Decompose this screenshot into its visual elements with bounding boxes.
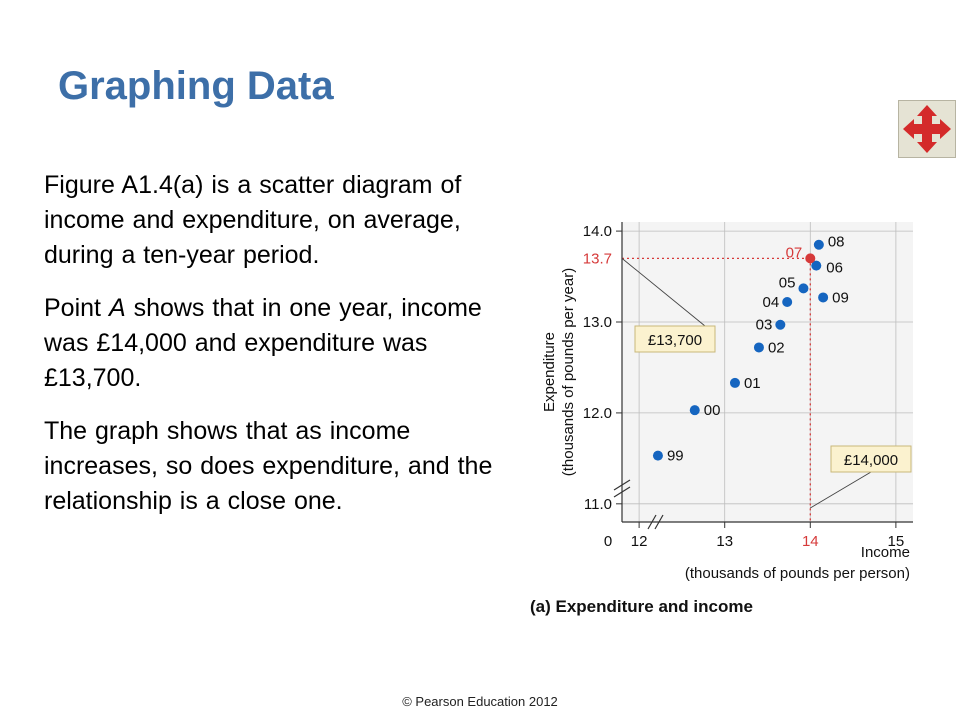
point-label-05: 05 — [779, 274, 796, 291]
callout-14000-leader — [810, 471, 872, 509]
y-axis-break-mark-2 — [613, 486, 631, 498]
point-label-09: 09 — [832, 289, 849, 306]
point-label-02: 02 — [768, 339, 785, 356]
point-a-label: A — [108, 294, 126, 322]
tick-labels: 11.0 12.0 13.0 14.0 12 13 14 15 0 13.7 — [583, 223, 904, 550]
point-label-03: 03 — [756, 317, 773, 334]
data-point-99 — [652, 450, 663, 461]
y-axis-break-mark-1 — [613, 479, 631, 491]
data-point-09 — [818, 292, 829, 303]
callout-13700-leader — [621, 258, 706, 327]
point-label-06: 06 — [826, 260, 843, 277]
callout-13700: £13,700 — [634, 325, 716, 353]
plot-area — [622, 222, 913, 522]
y-tick-label: 11.0 — [584, 496, 612, 513]
callout-13700-box — [634, 325, 716, 353]
data-point-04 — [782, 297, 793, 307]
callout-14000: £14,000 — [830, 445, 912, 473]
y-axis-title: Expenditure (thousands of pounds per yea… — [541, 268, 577, 476]
axes — [613, 222, 913, 530]
paragraph-point-a-start: Point — [44, 294, 109, 322]
data-point-08 — [813, 239, 824, 250]
point-label-00: 00 — [704, 402, 721, 419]
y-axis-sublabel: (thousands of pounds per year) — [560, 268, 577, 476]
paragraph-point-a-end: shows that in one year, income was £14,0… — [44, 294, 482, 392]
paragraph-scatter-intro: Figure A1.4(a) is a scatter diagram of i… — [44, 171, 462, 269]
nav-button[interactable] — [898, 100, 956, 158]
x-tick-label: 15 — [888, 533, 905, 550]
chart-caption: (a) Expenditure and income — [530, 597, 753, 616]
y-tick-label: 13.0 — [583, 314, 612, 331]
x-axis-label: Income — [861, 544, 910, 561]
point-label-01: 01 — [744, 375, 761, 392]
callout-14000-box — [830, 445, 912, 473]
point-label-07: 07 — [786, 244, 803, 261]
x-origin-label: 0 — [604, 533, 612, 550]
paragraph-conclusion: The graph shows that as income increases… — [44, 417, 493, 515]
y-axis-label: Expenditure — [541, 332, 558, 412]
x-axis-break-mark-2 — [654, 514, 664, 530]
copyright-notice: © Pearson Education 2012 — [402, 694, 558, 709]
four-way-arrows-icon — [903, 105, 951, 153]
data-point-05 — [798, 283, 809, 294]
point-label-08: 08 — [828, 234, 845, 251]
scatter-chart: 11.0 12.0 13.0 14.0 12 13 14 15 0 13.7 99 00 01 02 03… — [541, 222, 913, 582]
data-point-07 — [805, 253, 816, 264]
point-label-99: 99 — [667, 448, 684, 465]
guide-lines — [622, 257, 811, 522]
callout-14000-label: £14,000 — [844, 452, 898, 469]
data-point-06 — [811, 260, 822, 271]
data-point-02 — [753, 342, 764, 353]
x-axis-break-mark-1 — [647, 514, 657, 530]
x-tick-label: 13 — [716, 533, 733, 550]
paragraph-point-a: Point A shows that in one year, income w… — [44, 291, 504, 396]
body-text: Figure A1.4(a) is a scatter diagram of i… — [44, 168, 504, 537]
highlight-y-label: 13.7 — [583, 250, 612, 267]
callout-13700-label: £13,700 — [648, 332, 702, 349]
x-tick-label: 14 — [802, 533, 819, 550]
data-point-00 — [689, 405, 700, 416]
slide-title: Graphing Data — [58, 64, 334, 108]
callout-leader-lines — [621, 258, 872, 509]
data-point-01 — [729, 377, 740, 388]
point-label-04: 04 — [762, 294, 779, 311]
x-tick-label: 12 — [631, 533, 648, 550]
y-tick-label: 12.0 — [583, 405, 612, 422]
y-tick-label: 14.0 — [583, 223, 612, 240]
data-point-03 — [775, 319, 786, 330]
x-axis-sublabel: (thousands of pounds per person) — [685, 565, 910, 582]
